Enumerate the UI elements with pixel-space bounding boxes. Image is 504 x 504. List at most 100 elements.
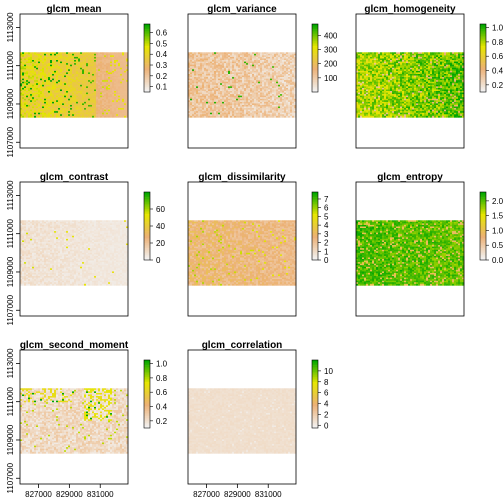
legend-colorbar: 100 200 300 400 <box>311 23 338 93</box>
legend-tick-label: 0.5 <box>156 39 168 48</box>
raster-image <box>20 52 129 118</box>
legend-tick-label: 1.0 <box>492 24 504 33</box>
raster-image <box>20 388 129 454</box>
legend-tick-label: 0.0 <box>492 256 504 265</box>
plot-frame <box>19 13 129 149</box>
raster-image <box>188 388 297 454</box>
plot-frame <box>355 181 465 317</box>
y-tick-label: 1113000 <box>6 348 15 379</box>
panel-title: glcm_contrast <box>40 172 109 183</box>
panel-title: glcm_variance <box>207 4 277 15</box>
legend-tick-label: 0.4 <box>156 50 168 59</box>
legend-tick-label: 1.0 <box>156 360 168 369</box>
y-tick-label: 1111000 <box>6 50 15 80</box>
legend-tick-label: 0 <box>324 421 329 430</box>
legend-colorbar: 0 24 6 8 10 <box>311 359 333 430</box>
x-tick-label: 829000 <box>224 490 251 499</box>
legend-tick-label: 0.4 <box>156 403 168 412</box>
y-tick-label: 1113000 <box>6 12 15 43</box>
y-tick-label: 1111000 <box>6 386 15 416</box>
plot-frame <box>187 181 297 317</box>
panel-title: glcm_second_moment <box>20 340 129 351</box>
panel-title: glcm_entropy <box>377 172 443 183</box>
legend-tick-label: 0.4 <box>492 67 504 76</box>
y-tick-label: 1109000 <box>6 88 15 119</box>
panel-glcm-correlation: glcm_correlation 827000 829000 831000 0 24 6 8 1… <box>187 340 333 499</box>
legend-colorbar: 0.2 0.4 0.6 0.8 1.0 <box>143 360 168 429</box>
y-tick-label: 1109000 <box>6 424 15 455</box>
y-tick-label: 1113000 <box>6 180 15 211</box>
panel-title: glcm_mean <box>46 4 101 15</box>
x-tick-label: 831000 <box>87 490 114 499</box>
legend-tick-label: 7 <box>324 195 329 204</box>
panel-glcm-second-moment: glcm_second_moment 1107000 1109000 1111000 1… <box>6 340 168 499</box>
legend-tick-label: 0.1 <box>156 83 168 92</box>
legend-tick-label: 0.2 <box>156 72 168 81</box>
panel-title: glcm_homogeneity <box>364 4 456 15</box>
x-tick-label: 827000 <box>193 490 220 499</box>
raster-image <box>188 220 297 286</box>
panel-title: glcm_correlation <box>202 340 283 351</box>
legend-tick-label: 1.0 <box>492 226 504 235</box>
legend-tick-label: 10 <box>324 367 333 376</box>
legend-tick-label: 0.6 <box>492 52 504 61</box>
legend-tick-label: 0.2 <box>156 417 168 426</box>
y-tick-label: 1109000 <box>6 256 15 287</box>
plot-frame <box>19 181 129 317</box>
plot-frame <box>355 13 465 149</box>
panel-glcm-variance: glcm_variance 100 200 300 400 <box>187 4 338 149</box>
legend-tick-label: 6 <box>324 204 329 213</box>
legend-colorbar: 0 20 40 60 <box>143 191 165 265</box>
legend-tick-label: 400 <box>324 31 338 40</box>
legend-tick-label: 0.8 <box>492 38 504 47</box>
legend-tick-label: 0.3 <box>156 61 168 70</box>
x-tick-label: 827000 <box>25 490 52 499</box>
y-tick-label: 1107000 <box>6 126 15 157</box>
legend-tick-label: 1.5 <box>492 212 504 221</box>
legend-tick-label: 0.5 <box>492 241 504 250</box>
legend-tick-label: 2 <box>324 410 329 419</box>
legend-tick-label: 0 <box>156 256 161 265</box>
legend-colorbar: 0.0 0.5 1.0 1.5 2.0 <box>479 191 504 265</box>
panel-title: glcm_dissimilarity <box>198 172 286 183</box>
legend-tick-label: 2.0 <box>492 197 504 206</box>
legend-tick-label: 200 <box>324 60 338 69</box>
x-tick-label: 831000 <box>255 490 282 499</box>
legend-tick-label: 4 <box>324 221 329 230</box>
plot-frame <box>187 349 297 485</box>
panel-glcm-entropy: glcm_entropy 0.0 0.5 1.0 1.5 2.0 <box>355 172 504 317</box>
raster-image <box>20 220 129 286</box>
plot-frame <box>19 349 129 485</box>
y-tick-label: 1107000 <box>6 294 15 325</box>
legend-colorbar: 0.2 0.4 0.6 0.8 1.0 <box>479 24 504 93</box>
raster-image <box>356 52 465 118</box>
legend-tick-label: 60 <box>156 205 165 214</box>
y-tick-label: 1107000 <box>6 462 15 493</box>
legend-tick-label: 0.2 <box>492 81 504 90</box>
raster-image <box>356 220 465 286</box>
x-tick-label: 829000 <box>56 490 83 499</box>
plot-frame <box>187 13 297 149</box>
legend-tick-label: 2 <box>324 239 329 248</box>
legend-tick-label: 4 <box>324 400 329 409</box>
legend-tick-label: 0.6 <box>156 29 168 38</box>
raster-image <box>188 52 297 118</box>
y-tick-label: 1111000 <box>6 218 15 248</box>
legend-tick-label: 3 <box>324 230 329 239</box>
legend-tick-label: 0.6 <box>156 388 168 397</box>
legend-tick-label: 1 <box>324 247 329 256</box>
legend-tick-label: 8 <box>324 378 329 387</box>
legend-tick-label: 40 <box>156 222 165 231</box>
legend-tick-label: 6 <box>324 389 329 398</box>
legend-tick-label: 5 <box>324 212 329 221</box>
panel-glcm-mean: glcm_mean 1107000 1109000 1111000 1113000 0.1… <box>6 4 168 158</box>
legend-tick-label: 300 <box>324 46 338 55</box>
panel-glcm-contrast: glcm_contrast 1107000 1109000 1111000 111300… <box>6 172 165 326</box>
legend-tick-label: 20 <box>156 239 165 248</box>
legend-colorbar: 0.1 0.2 0.3 0.4 0.50.6 <box>143 23 168 93</box>
panel-glcm-homogeneity: glcm_homogeneity 0.2 0.4 0.6 0.8 1.0 <box>355 4 504 149</box>
legend-tick-label: 100 <box>324 74 338 83</box>
